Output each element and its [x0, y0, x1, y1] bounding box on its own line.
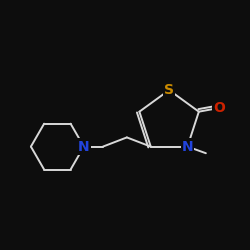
Text: O: O	[213, 101, 225, 115]
Text: N: N	[182, 140, 193, 153]
Text: S: S	[164, 83, 174, 97]
Text: N: N	[78, 140, 90, 153]
